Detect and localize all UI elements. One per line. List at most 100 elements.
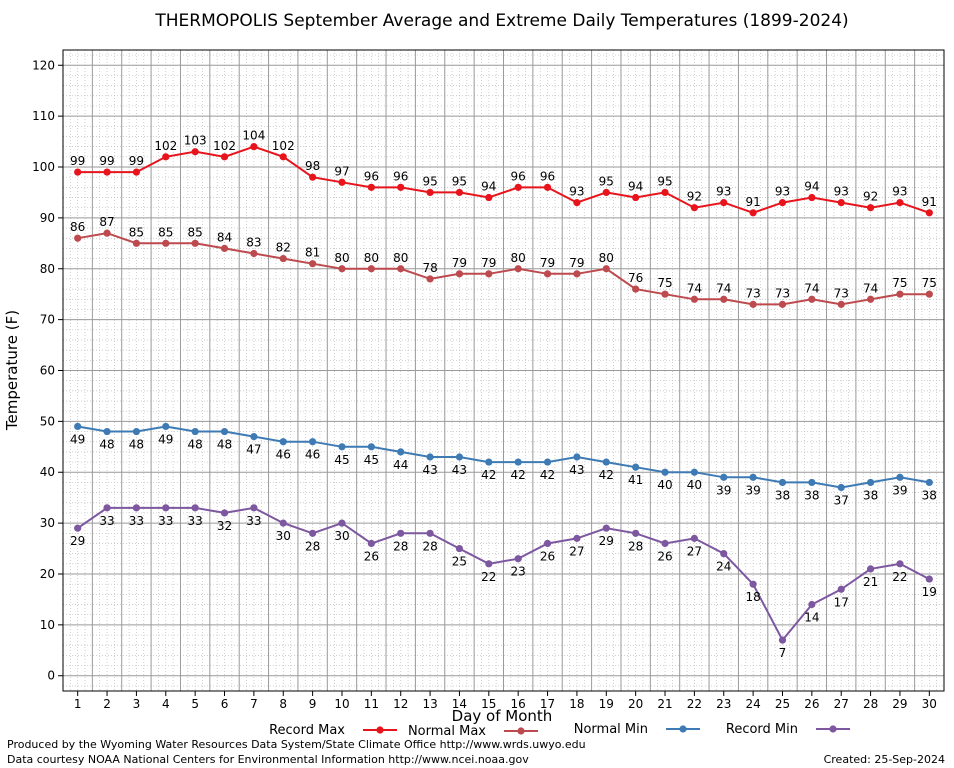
x-tick-label: 1 <box>74 697 82 711</box>
record-max-point <box>485 193 493 202</box>
x-tick-label: 21 <box>657 697 672 711</box>
record-min-point <box>162 504 170 512</box>
record-min-point <box>74 524 82 532</box>
record-max-data-label: 92 <box>687 190 702 204</box>
normal-max-data-label: 80 <box>334 251 349 265</box>
x-tick-label: 27 <box>834 697 849 711</box>
normal-max-data-label: 78 <box>422 261 437 275</box>
normal-max-point <box>837 300 845 308</box>
record-max-data-label: 94 <box>481 180 496 194</box>
normal-min-data-label: 40 <box>687 478 702 492</box>
normal-min-point <box>925 478 933 487</box>
x-tick-label: 18 <box>569 697 584 711</box>
normal-max-point <box>690 295 698 303</box>
normal-max-data-label: 75 <box>922 276 937 290</box>
normal-max-point <box>426 275 434 283</box>
record-min-data-label: 25 <box>452 555 467 569</box>
record-min-data-label: 28 <box>393 539 408 553</box>
normal-max-point <box>543 270 552 278</box>
footer-created-date: Created: 25-Sep-2024 <box>823 753 945 766</box>
normal-max-data-label: 73 <box>834 286 849 300</box>
record-min-point <box>279 519 287 527</box>
record-min-point <box>426 529 434 537</box>
normal-min-data-label: 49 <box>70 432 85 446</box>
x-tick-label: 29 <box>892 697 907 711</box>
record-min-data-label: 26 <box>657 549 672 563</box>
normal-min-point <box>632 463 640 471</box>
footer-produced-by: Produced by the Wyoming Water Resources … <box>7 738 586 751</box>
normal-min-point <box>162 422 170 431</box>
normal-min-data-label: 39 <box>892 483 907 497</box>
normal-min-data-label: 43 <box>422 463 437 477</box>
record-max-point <box>573 199 581 207</box>
normal-min-data-label: 45 <box>334 453 349 467</box>
normal-max-point <box>338 265 346 273</box>
y-tick-label: 0 <box>47 669 55 683</box>
series-record-max: 99 99 99 102 103 102 104 102 98 97 96 96 95 95 94 96 96 9… <box>70 129 937 217</box>
record-min-point <box>397 529 405 537</box>
record-max-point <box>837 199 845 207</box>
normal-max-data-label: 81 <box>305 246 320 260</box>
series-lines: 99 99 99 102 103 102 104 102 98 97 96 96 95 95 94 96 96 9… <box>70 129 937 660</box>
record-max-point <box>925 209 933 217</box>
normal-min-data-label: 48 <box>217 438 232 452</box>
record-min-data-label: 19 <box>922 585 937 599</box>
normal-max-data-label: 73 <box>745 286 760 300</box>
normal-max-point <box>455 270 464 278</box>
record-min-point <box>778 636 787 644</box>
record-max-data-label: 93 <box>892 185 907 199</box>
x-tick-label: 26 <box>804 697 819 711</box>
normal-max-point <box>279 254 287 263</box>
record-min-point <box>132 504 141 512</box>
record-min-point <box>632 529 640 537</box>
normal-max-point <box>778 300 787 308</box>
record-min-point <box>250 504 258 512</box>
normal-min-data-label: 37 <box>834 494 849 508</box>
record-max-data-label: 92 <box>863 190 878 204</box>
x-tick-label: 5 <box>191 697 199 711</box>
record-max-point <box>896 199 904 207</box>
normal-min-point <box>837 483 845 492</box>
record-max-data-label: 103 <box>184 134 207 148</box>
record-max-data-label: 98 <box>305 159 320 173</box>
x-tick-label: 24 <box>745 697 760 711</box>
record-max-data-label: 96 <box>393 169 408 183</box>
record-min-data-label: 32 <box>217 519 232 533</box>
record-max-point <box>749 209 757 217</box>
legend-item-record-max: Record Max <box>269 723 397 738</box>
series-normal-max: 86 87 85 85 85 84 83 82 81 80 80 80 78 79 79 80 79 79 80 76… <box>70 215 937 308</box>
x-tick-label: 25 <box>775 697 790 711</box>
record-max-data-label: 93 <box>834 185 849 199</box>
normal-max-data-label: 85 <box>188 225 203 239</box>
x-tick-label: 30 <box>922 697 937 711</box>
normal-min-data-label: 46 <box>276 448 291 462</box>
normal-min-data-label: 46 <box>305 448 320 462</box>
normal-min-data-label: 39 <box>745 483 760 497</box>
normal-max-point <box>191 239 199 247</box>
normal-min-data-label: 48 <box>129 438 144 452</box>
normal-min-point <box>220 427 229 436</box>
record-max-data-label: 93 <box>716 185 731 199</box>
normal-min-line <box>77 425 930 489</box>
record-max-data-label: 96 <box>540 169 555 183</box>
normal-min-data-label: 38 <box>922 488 937 502</box>
normal-min-data-label: 38 <box>775 488 790 502</box>
record-min-data-label: 27 <box>687 544 702 558</box>
record-max-line <box>77 145 930 214</box>
record-min-point <box>837 585 845 593</box>
record-max-point <box>250 143 258 151</box>
record-max-point <box>808 193 816 202</box>
record-max-data-label: 99 <box>99 154 114 168</box>
record-max-point <box>514 183 522 191</box>
record-max-point <box>720 199 728 207</box>
record-min-data-label: 33 <box>158 514 173 528</box>
record-min-point <box>925 575 933 583</box>
record-min-data-label: 14 <box>804 611 819 625</box>
record-min-data-label: 30 <box>334 529 349 543</box>
normal-min-point <box>514 458 522 466</box>
normal-max-point <box>720 295 728 303</box>
normal-max-data-label: 74 <box>804 281 819 295</box>
record-max-data-label: 95 <box>657 174 672 188</box>
x-tick-label: 15 <box>481 697 496 711</box>
normal-min-point <box>250 433 258 441</box>
